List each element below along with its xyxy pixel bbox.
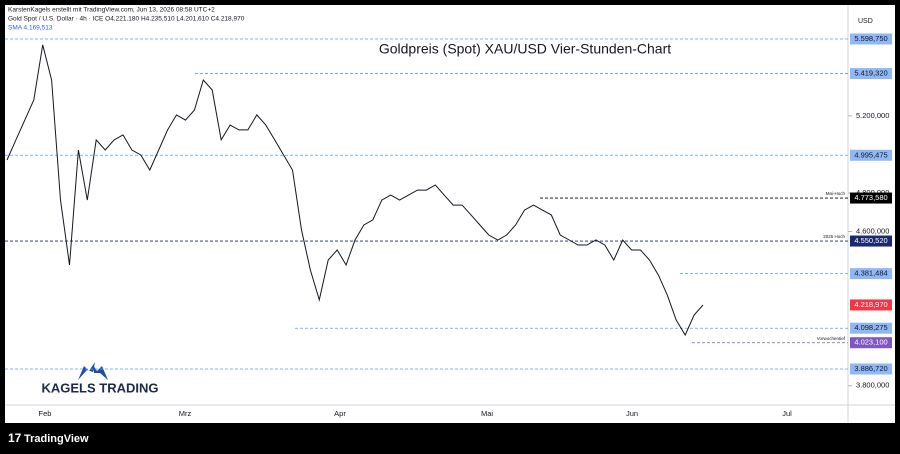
price-line [6, 44, 704, 337]
level-box [850, 363, 892, 375]
level-label: 5.419,320 [854, 69, 887, 78]
level-box [850, 149, 892, 161]
level-box [850, 68, 892, 80]
level-box [850, 322, 892, 334]
level-note: Vorwochentief [817, 336, 846, 341]
level-box [850, 299, 892, 311]
currency: USD [858, 18, 873, 25]
chart-background [5, 5, 895, 423]
y-tick-label: 4.600,000 [856, 226, 889, 235]
x-tick-label: Apr [334, 409, 346, 418]
level-box [850, 192, 892, 204]
level-label: 4.098,275 [854, 323, 887, 332]
chart-title: Goldpreis (Spot) XAU/USD Vier-Stunden-Ch… [379, 41, 671, 57]
level-note: Mai-Hoch [826, 191, 846, 196]
level-label: 4.381,484 [854, 269, 887, 278]
x-tick-label: Jul [782, 409, 792, 418]
logo-bear [93, 365, 108, 380]
y-tick-label: 4.800,000 [856, 188, 889, 197]
x-tick-label: Jun [626, 409, 638, 418]
footer-brand: TradingView [24, 433, 89, 445]
footer-bar [0, 424, 900, 454]
footer-icon: 17 [8, 431, 22, 445]
level-box [850, 337, 892, 349]
logo-bull [78, 362, 95, 380]
x-tick-label: Mai [481, 409, 493, 418]
level-box [850, 33, 892, 45]
level-note: 2025 Hoch [823, 234, 845, 239]
header-line: KarstenKagels erstellt mit TradingView.c… [8, 7, 215, 14]
x-tick-label: Feb [39, 409, 52, 418]
level-box [850, 268, 892, 280]
y-tick-label: 5.200,000 [856, 111, 889, 120]
logo: KAGELS TRADING [42, 362, 159, 395]
level-label: 4.023,100 [854, 338, 887, 347]
level-label: 5.598,750 [854, 34, 887, 43]
level-label: 4.218,970 [854, 300, 887, 309]
logo-text: KAGELS TRADING [42, 380, 159, 395]
level-label: 3.886,720 [854, 364, 887, 373]
level-label: 4.773,580 [854, 193, 887, 202]
level-label: 4.550,520 [854, 236, 887, 245]
y-tick-label: 3.800,000 [856, 381, 889, 390]
x-tick-label: Mrz [179, 409, 192, 418]
header-line: Gold Spot / U.S. Dollar · 4h · ICE O4,22… [8, 16, 245, 23]
level-label: 4.995,475 [854, 150, 887, 159]
level-box [850, 235, 892, 247]
header-line: SMA 4.169,513 [8, 25, 53, 32]
